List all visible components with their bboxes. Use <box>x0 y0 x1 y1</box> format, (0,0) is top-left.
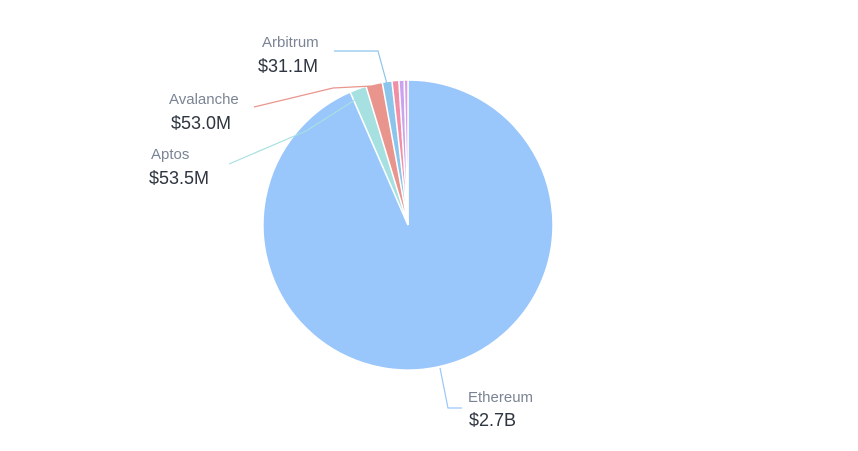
leader-line-ethereum <box>439 367 462 409</box>
label-avalanche-name: Avalanche <box>169 91 239 108</box>
label-arbitrum-value: $31.1M <box>258 56 318 76</box>
leader-line-arbitrum <box>334 50 388 85</box>
label-ethereum-name: Ethereum <box>468 389 533 406</box>
leader-line-avalanche <box>253 85 373 108</box>
leader-lines <box>228 50 462 409</box>
pie-slice-ethereum[interactable] <box>262 79 554 371</box>
label-avalanche-value: $53.0M <box>171 113 231 133</box>
label-ethereum-value: $2.7B <box>469 410 516 430</box>
label-arbitrum-name: Arbitrum <box>262 34 319 51</box>
leader-line-aptos <box>228 97 359 165</box>
pie-slices <box>262 79 554 371</box>
label-aptos-value: $53.5M <box>149 168 209 188</box>
label-aptos-name: Aptos <box>151 146 189 163</box>
pie-slice-other-6[interactable] <box>403 79 409 226</box>
